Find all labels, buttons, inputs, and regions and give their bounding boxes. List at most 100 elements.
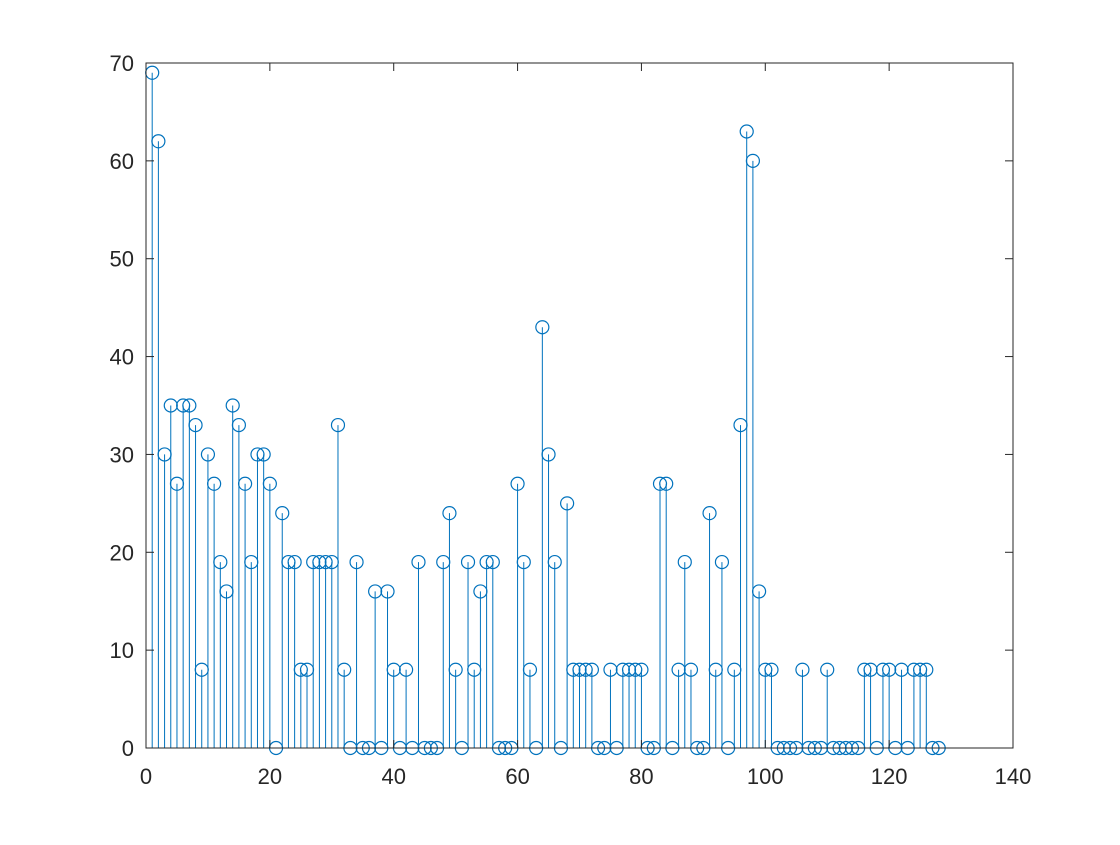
stem-marker — [714, 554, 730, 570]
stem-marker — [795, 662, 810, 677]
stem-marker — [702, 506, 717, 521]
stem-marker — [677, 554, 692, 570]
stem-marker — [628, 662, 643, 677]
stem-marker — [764, 662, 779, 677]
stem-marker — [875, 662, 891, 677]
stem-marker — [460, 554, 476, 570]
stem-marker — [820, 662, 835, 677]
stem-marker — [919, 662, 934, 677]
stem-marker — [207, 476, 222, 491]
stem-marker — [708, 662, 723, 677]
stem-marker — [615, 662, 630, 677]
stem-marker — [306, 554, 321, 570]
y-tick-label: 30 — [110, 442, 134, 467]
y-tick-label: 20 — [110, 540, 134, 565]
stem-marker — [176, 398, 191, 413]
stem-marker — [751, 584, 767, 599]
stem-marker — [225, 398, 240, 413]
stem-marker — [262, 476, 277, 491]
stem-marker — [250, 447, 265, 462]
stem-marker — [318, 554, 333, 570]
x-tick-label: 20 — [258, 764, 282, 789]
stem-marker — [275, 506, 290, 521]
stem-marker — [745, 153, 761, 168]
stem-marker — [237, 476, 253, 491]
stem-marker — [299, 662, 315, 677]
stem-marker — [169, 476, 185, 491]
stem-marker — [194, 662, 209, 677]
stem-marker — [436, 554, 451, 570]
stem-marker — [163, 398, 178, 413]
stem-marker — [733, 417, 748, 433]
stem-marker — [368, 584, 383, 599]
stem-marker — [578, 662, 593, 677]
stem-marker — [293, 662, 308, 677]
stem-marker — [547, 554, 562, 570]
stem-marker — [399, 662, 414, 677]
stem-marker — [535, 320, 550, 335]
stem-marker — [516, 554, 531, 570]
stem-marker — [188, 417, 203, 433]
stem-marker — [566, 662, 581, 677]
x-tick-label: 140 — [995, 764, 1032, 789]
stem-marker — [913, 662, 928, 677]
stem-marker — [603, 662, 618, 677]
x-tick-label: 60 — [505, 764, 529, 789]
stem-marker — [182, 398, 197, 413]
x-tick-label: 0 — [140, 764, 152, 789]
stem-marker — [479, 554, 494, 570]
stem-marker — [231, 417, 246, 433]
stem-marker — [857, 662, 872, 677]
stem-marker — [256, 447, 271, 462]
stem-marker — [349, 554, 364, 570]
stem-marker — [671, 662, 686, 677]
stem-marker — [572, 662, 587, 677]
stem-marker — [659, 476, 674, 491]
stem-marker — [386, 662, 401, 677]
stem-marker — [634, 662, 649, 677]
stem-marker — [727, 662, 742, 677]
stem-marker — [467, 662, 482, 677]
stem-marker — [473, 584, 488, 599]
y-tick-label: 40 — [110, 345, 134, 370]
stem-marker — [151, 134, 166, 149]
stem-marker — [739, 124, 754, 139]
stem-marker — [213, 554, 228, 570]
stem-marker — [906, 662, 922, 677]
stems-group — [151, 72, 927, 748]
stem-marker — [442, 506, 457, 521]
stem-marker — [200, 447, 216, 462]
stem-marker — [584, 662, 599, 677]
stem-marker — [380, 584, 395, 599]
x-tick-label: 100 — [747, 764, 784, 789]
stem-marker — [485, 554, 500, 570]
stem-marker — [652, 476, 668, 491]
stem-marker — [448, 662, 463, 677]
x-tick-label: 120 — [871, 764, 908, 789]
stem-marker — [541, 447, 556, 462]
stem-marker — [219, 584, 234, 599]
stem-marker — [510, 476, 525, 491]
axes-box — [145, 62, 1014, 749]
stem-marker — [863, 662, 878, 677]
stem-marker — [560, 496, 575, 511]
y-tick-label: 10 — [110, 638, 134, 663]
stem-marker — [683, 662, 699, 677]
stem-marker — [621, 662, 637, 677]
stem-marker — [312, 554, 327, 570]
y-tick-label: 50 — [110, 247, 134, 272]
stem-marker — [287, 554, 302, 570]
stem-marker — [330, 417, 346, 433]
markers-group — [145, 65, 946, 756]
stem-marker — [157, 447, 172, 462]
stem-marker — [411, 554, 426, 570]
x-tick-label: 80 — [629, 764, 653, 789]
y-tick-label: 70 — [110, 51, 134, 76]
stem-marker — [522, 662, 538, 677]
y-tick-label: 0 — [122, 736, 134, 761]
x-tick-label: 40 — [381, 764, 405, 789]
stem-marker — [281, 554, 296, 570]
stem-marker — [337, 662, 352, 677]
